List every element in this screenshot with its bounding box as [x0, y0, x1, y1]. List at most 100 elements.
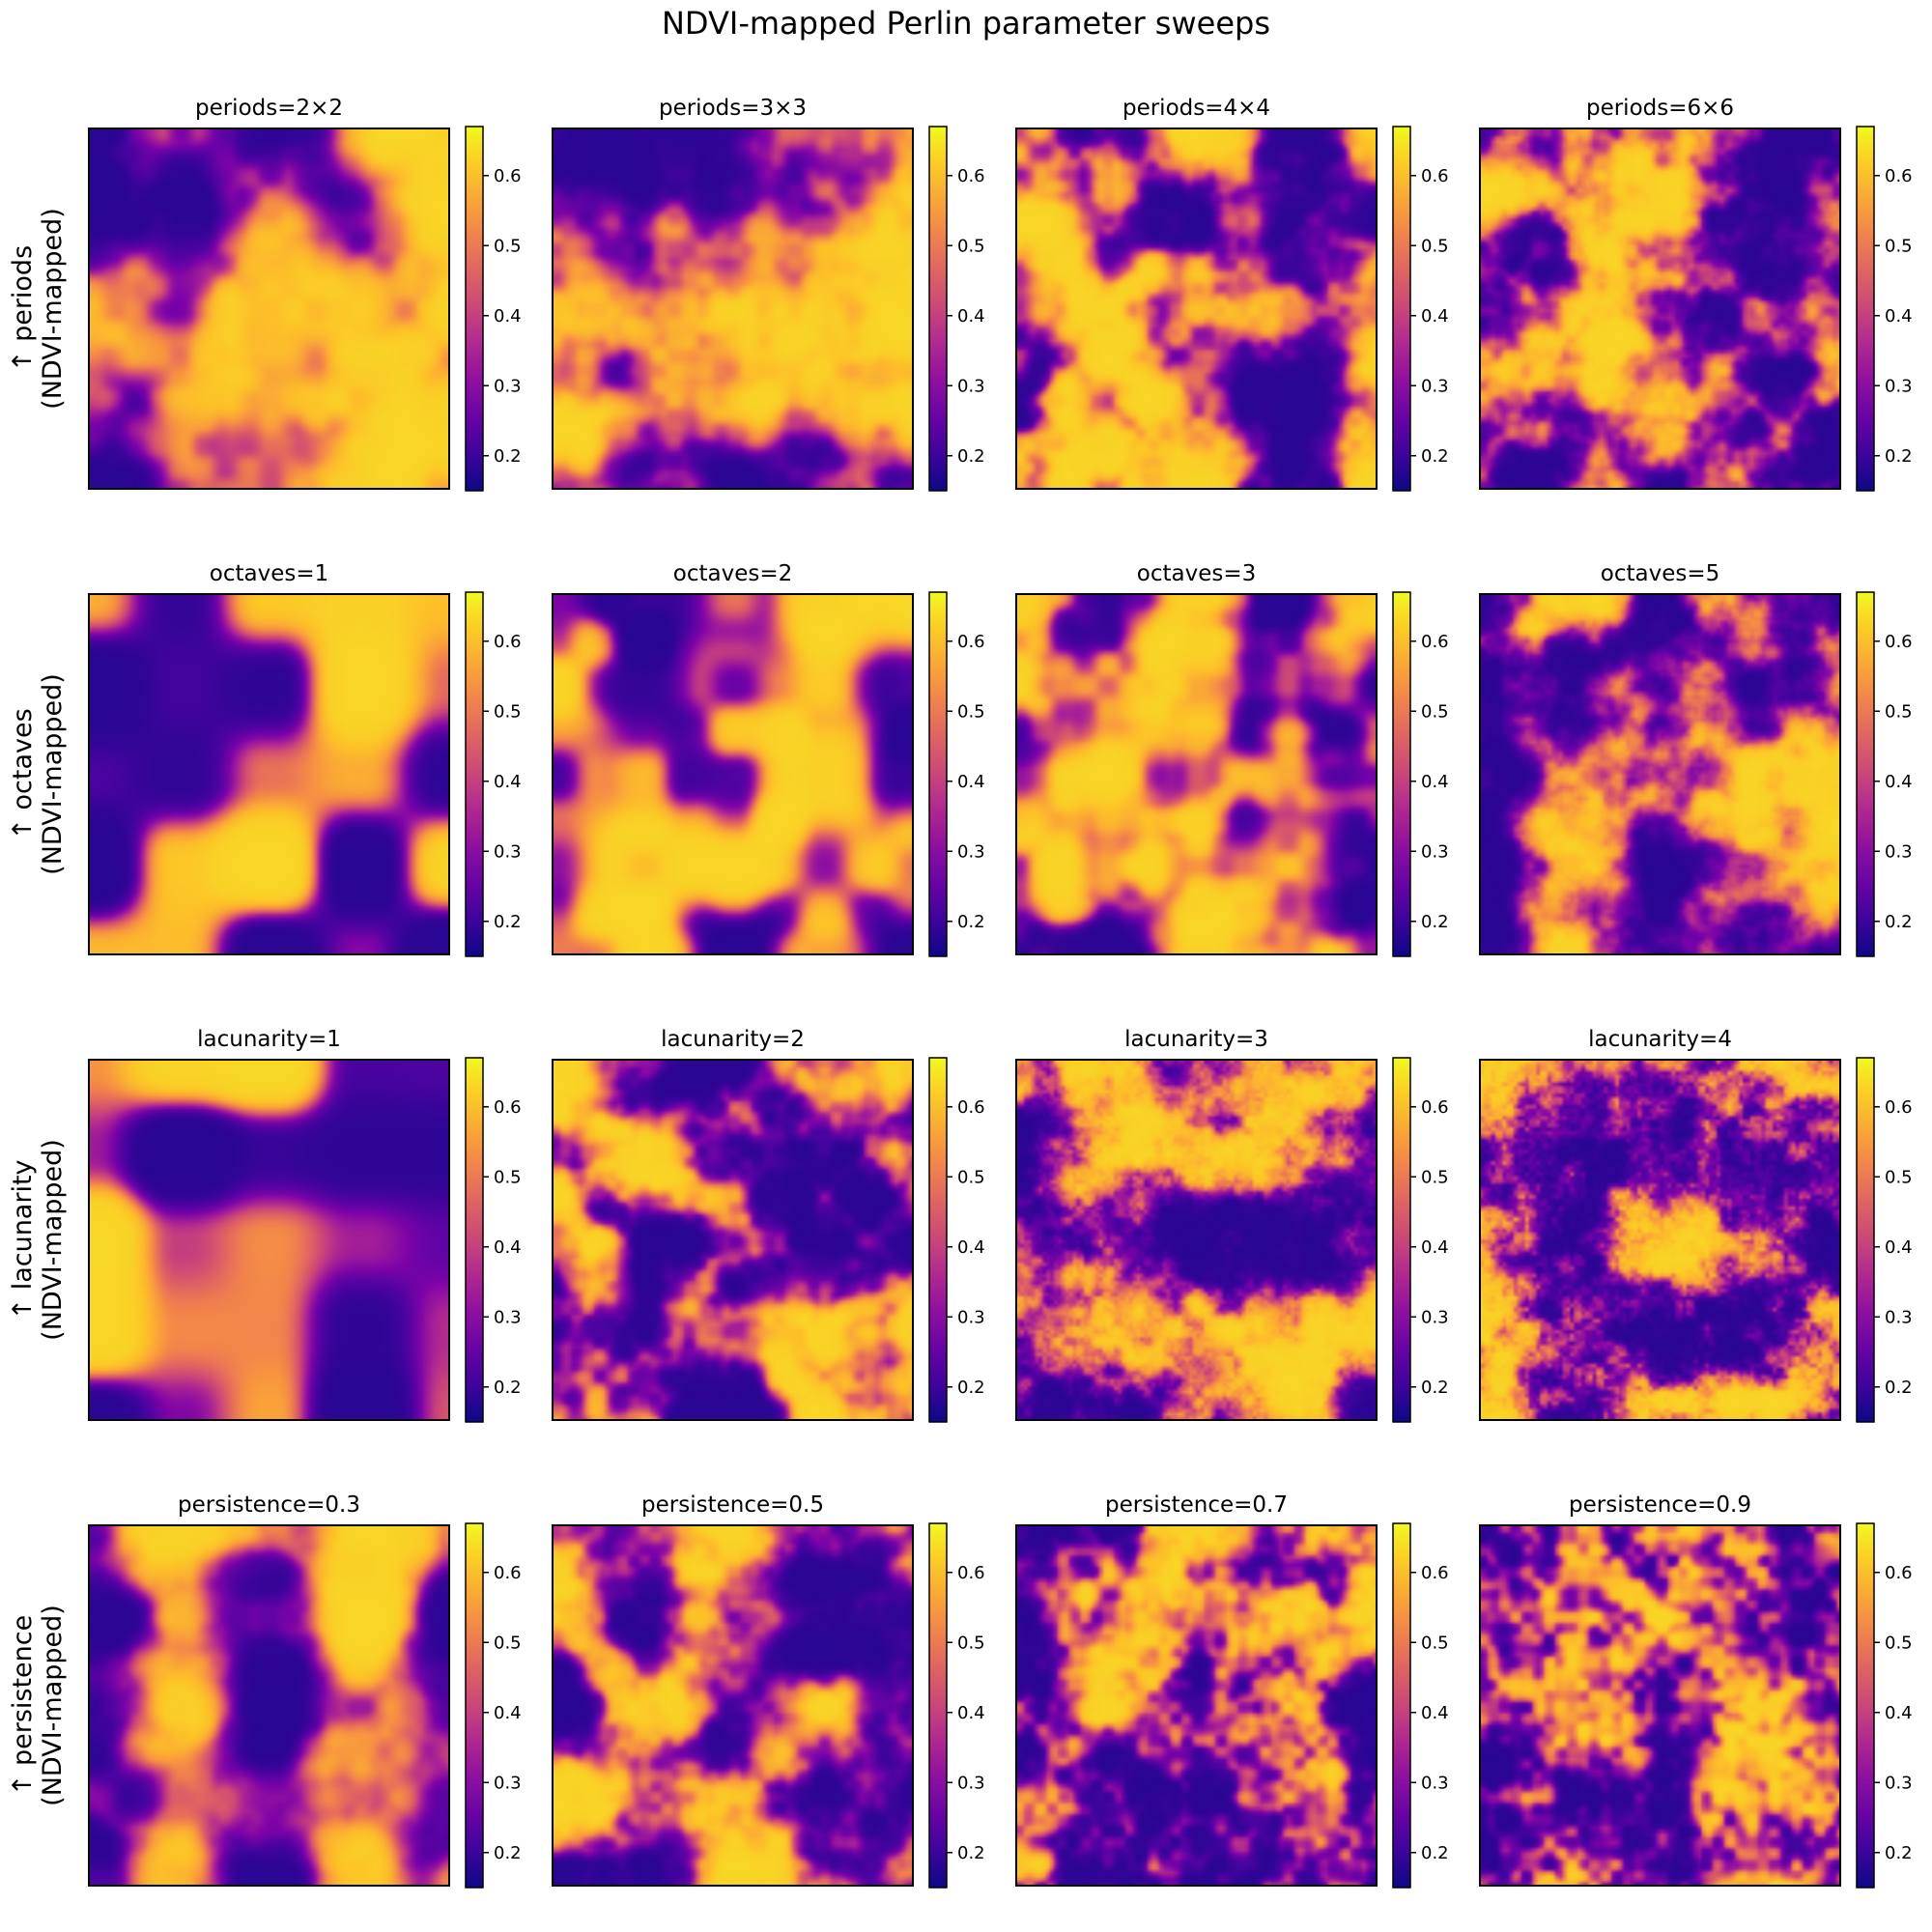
colorbar-tick-label: 0.2: [494, 1843, 522, 1863]
row-ylabel-line1: ↑ lacunarity: [8, 1159, 38, 1320]
colorbar-tick-label: 0.5: [494, 1633, 522, 1653]
colorbar-tick-label: 0.4: [1885, 1703, 1913, 1723]
heatmap-panel: lacunarity=3 0.2 0.3 0.4 0.5 0.6: [1015, 1027, 1449, 1423]
colorbar-tick-label: 0.2: [1421, 912, 1449, 932]
colorbar-tick-label: 0.5: [957, 236, 985, 256]
colorbar: 0.2 0.3 0.4 0.5 0.6: [1392, 591, 1449, 957]
colorbar: 0.2 0.3 0.4 0.5 0.6: [1392, 126, 1449, 492]
panel-title: lacunarity=2: [661, 1027, 805, 1052]
panel-frame: [1015, 1524, 1378, 1887]
colorbar-tick-label: 0.6: [494, 632, 522, 652]
heatmap-image: [553, 128, 913, 489]
row-ylabel: ↑ persistence(NDVI-mapped): [8, 1605, 68, 1806]
panel-title: persistence=0.3: [178, 1492, 360, 1518]
heatmap-image: [89, 594, 449, 954]
colorbar-tick-label: 0.6: [494, 1097, 522, 1118]
heatmap-image: [1016, 594, 1377, 954]
heatmap-panel: lacunarity=4 0.2 0.3 0.4 0.5 0.6: [1479, 1027, 1913, 1423]
colorbar-gradient: [1392, 591, 1411, 957]
heatmap-panel: octaves=2 0.2 0.3 0.4 0.5 0.6: [552, 561, 985, 957]
colorbar-tick-label: 0.2: [957, 446, 985, 467]
colorbar-tick-label: 0.6: [957, 166, 985, 186]
colorbar-tick-label: 0.4: [1421, 1237, 1449, 1258]
colorbar-gradient: [928, 1057, 948, 1423]
colorbar: 0.2 0.3 0.4 0.5 0.6: [1856, 1057, 1913, 1423]
panel-title: periods=4×4: [1122, 96, 1270, 121]
colorbar-tick-label: 0.2: [494, 446, 522, 467]
colorbar-tick-label: 0.4: [1885, 772, 1913, 792]
panel-frame: [88, 1524, 450, 1887]
heatmap-image: [1480, 1060, 1840, 1420]
colorbar-gradient: [1856, 1057, 1875, 1423]
panel-frame: [552, 593, 914, 955]
colorbar-tick-label: 0.6: [1885, 632, 1913, 652]
panel-title: lacunarity=4: [1588, 1027, 1732, 1052]
panel-title: lacunarity=3: [1124, 1027, 1268, 1052]
colorbar-tick-label: 0.2: [1885, 446, 1913, 467]
colorbar-gradient: [1856, 126, 1875, 492]
colorbar-tick-label: 0.4: [494, 772, 522, 792]
colorbar-tick-label: 0.4: [1421, 306, 1449, 327]
panel-title: periods=3×3: [659, 96, 807, 121]
colorbar-tick-label: 0.6: [957, 1563, 985, 1583]
colorbar-tick-label: 0.5: [494, 1167, 522, 1187]
colorbar-tick-label: 0.3: [957, 841, 985, 862]
colorbar-tick-label: 0.4: [494, 1237, 522, 1258]
colorbar-gradient: [1392, 1522, 1411, 1889]
colorbar-tick-label: 0.2: [1421, 1378, 1449, 1398]
colorbar-tick-label: 0.5: [1885, 701, 1913, 722]
heatmap-image: [1016, 1060, 1377, 1420]
colorbar-tick-label: 0.2: [957, 1378, 985, 1398]
colorbar-tick-label: 0.5: [1421, 701, 1449, 722]
colorbar-tick-label: 0.5: [1421, 1167, 1449, 1187]
heatmap-image: [89, 1060, 449, 1420]
heatmap-image: [1480, 594, 1840, 954]
colorbar: 0.2 0.3 0.4 0.5 0.6: [465, 1057, 522, 1423]
colorbar-tick-label: 0.5: [957, 701, 985, 722]
colorbar-tick-label: 0.3: [494, 1773, 522, 1793]
panel-frame: [552, 1059, 914, 1421]
colorbar-gradient: [465, 126, 484, 492]
colorbar-gradient: [1856, 1522, 1875, 1889]
colorbar-tick-label: 0.4: [957, 1703, 985, 1723]
colorbar-tick-label: 0.2: [494, 912, 522, 932]
colorbar-tick-label: 0.3: [1885, 376, 1913, 396]
row-ylabel-line1: ↑ periods: [8, 245, 38, 372]
heatmap-image: [1016, 1525, 1377, 1886]
colorbar-tick-label: 0.3: [1421, 1773, 1449, 1793]
colorbar: 0.2 0.3 0.4 0.5 0.6: [1856, 126, 1913, 492]
heatmap-panel: persistence=0.3 0.2 0.3 0.4 0.5 0.6: [88, 1492, 522, 1889]
colorbar-tick-label: 0.4: [494, 306, 522, 327]
colorbar-tick-label: 0.2: [1885, 1378, 1913, 1398]
colorbar-tick-label: 0.4: [1421, 772, 1449, 792]
colorbar-tick-label: 0.3: [1885, 1307, 1913, 1327]
heatmap-panel: periods=4×4 0.2 0.3 0.4 0.5 0.6: [1015, 96, 1449, 492]
heatmap-image: [89, 128, 449, 489]
colorbar-tick-label: 0.6: [1421, 632, 1449, 652]
panel-grid: ↑ periods(NDVI-mapped)periods=2×20.20.30…: [8, 96, 1913, 1889]
colorbar: 0.2 0.3 0.4 0.5 0.6: [928, 1057, 985, 1423]
colorbar-gradient: [1392, 1057, 1411, 1423]
heatmap-panel: persistence=0.5 0.2 0.3 0.4 0.5 0.6: [552, 1492, 985, 1889]
heatmap-panel: persistence=0.7 0.2 0.3 0.4 0.5 0.6: [1015, 1492, 1449, 1889]
colorbar-gradient: [1392, 126, 1411, 492]
panel-frame: [88, 128, 450, 490]
colorbar-tick-label: 0.2: [1885, 912, 1913, 932]
colorbar-tick-label: 0.5: [494, 236, 522, 256]
colorbar: 0.2 0.3 0.4 0.5 0.6: [1856, 1522, 1913, 1889]
panel-frame: [552, 1524, 914, 1887]
colorbar-tick-label: 0.4: [1421, 1703, 1449, 1723]
row-ylabel: ↑ lacunarity(NDVI-mapped): [8, 1139, 68, 1341]
colorbar: 0.2 0.3 0.4 0.5 0.6: [465, 126, 522, 492]
heatmap-panel: lacunarity=1 0.2 0.3 0.4 0.5 0.6: [88, 1027, 522, 1423]
heatmap-image: [553, 594, 913, 954]
colorbar-tick-label: 0.3: [1421, 841, 1449, 862]
panel-title: persistence=0.9: [1569, 1492, 1751, 1518]
panel-title: persistence=0.5: [641, 1492, 824, 1518]
heatmap-panel: octaves=5 0.2 0.3 0.4 0.5 0.6: [1479, 561, 1913, 957]
colorbar: 0.2 0.3 0.4 0.5 0.6: [1856, 591, 1913, 957]
colorbar-tick-label: 0.2: [494, 1378, 522, 1398]
colorbar-tick-label: 0.6: [1885, 166, 1913, 186]
heatmap-panel: periods=3×3 0.2 0.3 0.4 0.5 0.6: [552, 96, 985, 492]
